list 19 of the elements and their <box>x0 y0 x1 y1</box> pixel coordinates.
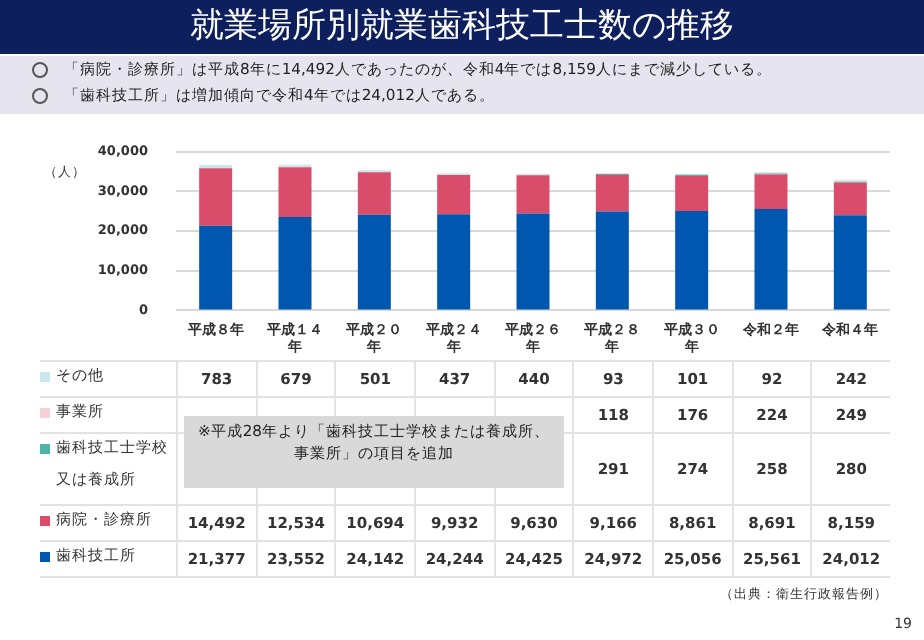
bar <box>595 175 629 212</box>
bar <box>278 167 312 218</box>
bar <box>516 213 550 310</box>
bar <box>595 211 629 310</box>
bar <box>675 175 709 212</box>
bar <box>357 214 391 310</box>
bar <box>199 168 233 226</box>
bar <box>516 175 550 214</box>
bar <box>754 209 788 310</box>
chart-title: 就業場所別就業歯科技工士数の推移 <box>0 0 924 54</box>
bar <box>437 214 471 310</box>
bar <box>199 225 233 310</box>
bar <box>278 217 312 310</box>
bar <box>833 182 867 216</box>
bar <box>357 172 391 215</box>
bar <box>833 215 867 310</box>
bar <box>754 174 788 210</box>
bar <box>675 211 709 310</box>
bar <box>437 174 471 215</box>
